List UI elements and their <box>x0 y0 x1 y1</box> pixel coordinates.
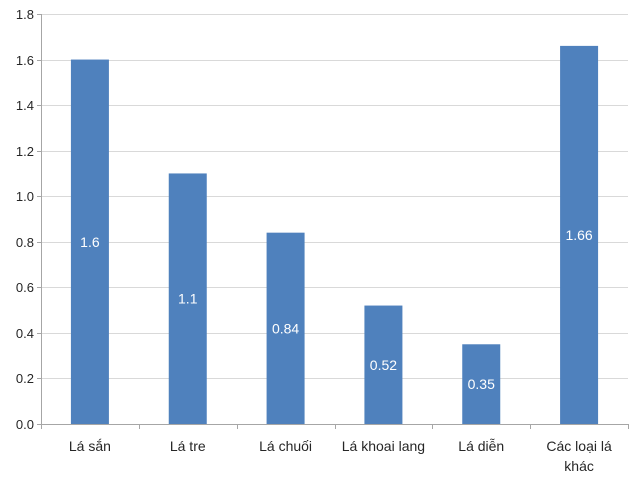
y-tick-label: 1.2 <box>16 144 34 159</box>
bar <box>70 59 109 425</box>
bar <box>266 232 305 424</box>
category-label: Các loại lá <box>546 438 612 454</box>
y-tick-label: 0.6 <box>16 280 34 295</box>
y-tick-label: 1.0 <box>16 189 34 204</box>
y-tick-label: 0.0 <box>16 417 34 432</box>
y-tick-label: 0.4 <box>16 326 34 341</box>
data-label: 1.1 <box>178 291 198 307</box>
bar <box>462 344 501 424</box>
category-label: Lá tre <box>170 438 206 454</box>
data-label: 0.35 <box>468 376 495 392</box>
category-label: Lá sắn <box>69 438 111 454</box>
y-tick-label: 0.8 <box>16 235 34 250</box>
y-tick-label: 1.8 <box>16 7 34 22</box>
data-label: 0.84 <box>272 320 299 336</box>
y-tick-label: 0.2 <box>16 371 34 386</box>
category-label: khác <box>564 458 594 474</box>
label-layer: 0.0 0.2 0.4 0.6 0.8 1.0 1.2 1.4 1.6 1.8 1.6 Lá sắn 1… <box>16 7 612 474</box>
data-label: 1.66 <box>565 227 592 243</box>
y-tick-label: 1.4 <box>16 98 34 113</box>
axis-layer <box>37 14 629 429</box>
bar <box>364 305 403 424</box>
bar <box>168 173 207 424</box>
category-label: Lá diễn <box>458 438 504 454</box>
grid-layer <box>41 14 628 379</box>
category-label: Lá chuối <box>259 438 312 454</box>
data-label: 0.52 <box>370 357 397 373</box>
data-label: 1.6 <box>80 234 100 250</box>
bar <box>560 45 599 425</box>
category-label: Lá khoai lang <box>342 438 425 454</box>
y-tick-label: 1.6 <box>16 53 34 68</box>
bar-layer <box>70 45 599 425</box>
